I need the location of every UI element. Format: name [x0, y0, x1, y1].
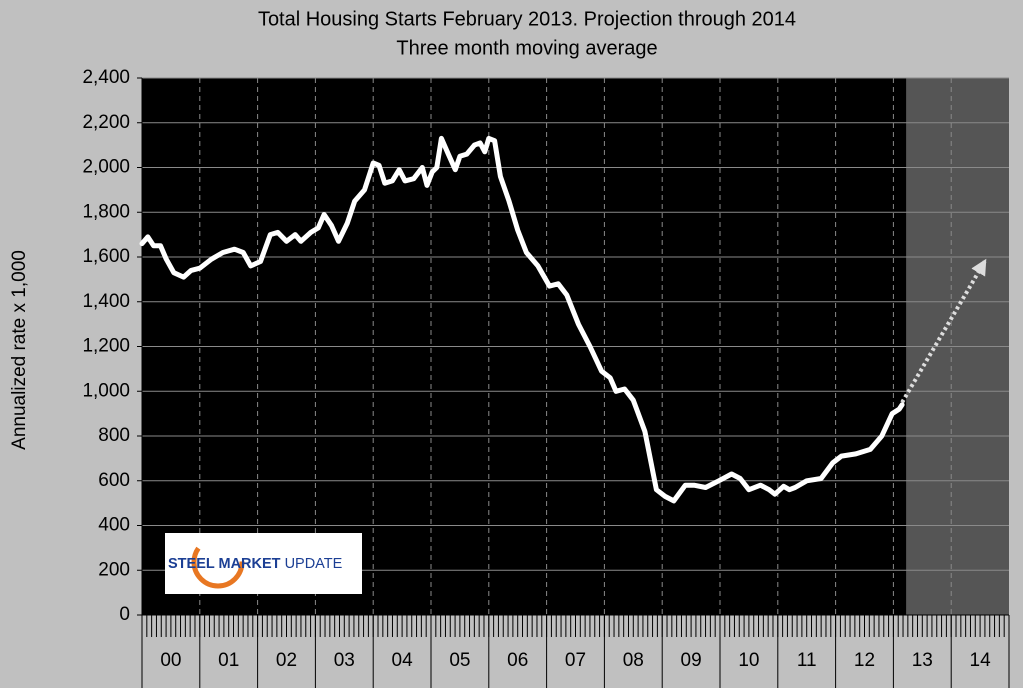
x-tick-label: 11	[797, 650, 817, 671]
y-tick-label: 0	[119, 604, 130, 625]
logo: STEEL MARKET UPDATE	[165, 533, 362, 594]
y-tick-label: 200	[98, 559, 130, 580]
y-tick-label: 2,400	[82, 67, 130, 88]
y-tick-label: 1,400	[82, 291, 130, 312]
logo-word: STEEL	[168, 556, 219, 572]
y-tick-label: 1,200	[82, 336, 130, 357]
y-tick-label: 1,800	[82, 201, 130, 222]
logo-text: STEEL MARKET UPDATE	[168, 556, 343, 572]
y-tick-label: 400	[98, 515, 130, 536]
y-tick-label: 600	[98, 470, 130, 491]
x-tick-label: 01	[218, 650, 239, 671]
x-tick-label: 08	[623, 650, 644, 671]
x-tick-label: 05	[449, 650, 470, 671]
x-tick-label: 02	[276, 650, 297, 671]
chart-subtitle: Three month moving average	[396, 37, 657, 59]
x-tick-label: 03	[334, 650, 355, 671]
x-tick-label: 12	[854, 650, 875, 671]
y-tick-label: 1,000	[82, 380, 130, 401]
logo-swoosh	[191, 535, 245, 589]
chart-title: Total Housing Starts February 2013. Proj…	[258, 8, 796, 30]
x-tick-label: 07	[565, 650, 586, 671]
y-tick-label: 1,600	[82, 246, 130, 267]
x-tick-label: 06	[507, 650, 528, 671]
x-tick-label: 14	[970, 650, 992, 671]
y-axis-label: Annualized rate x 1,000	[9, 250, 30, 450]
logo-word: MARKET	[219, 556, 285, 572]
data-line	[139, 135, 905, 504]
x-tick-label: 10	[738, 650, 759, 671]
y-tick-label: 2,000	[82, 157, 130, 178]
x-tick-label: 04	[392, 650, 414, 671]
y-tick-label: 2,200	[82, 112, 130, 133]
x-tick-label: 13	[912, 650, 933, 671]
x-tick-label: 00	[160, 650, 181, 671]
logo-word: UPDATE	[285, 556, 343, 572]
logo-box	[165, 533, 362, 594]
y-tick-label: 800	[98, 425, 130, 446]
x-tick-label: 09	[681, 650, 702, 671]
